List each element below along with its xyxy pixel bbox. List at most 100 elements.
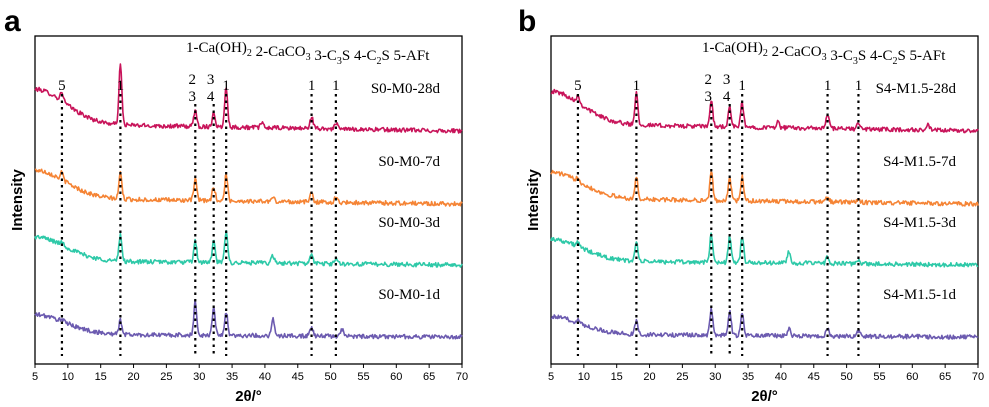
legend-number: 1 [702, 40, 710, 56]
legend-phase: AFt [922, 48, 946, 64]
x-tick-label: 50 [840, 371, 852, 383]
peak-label-part: 4 [723, 89, 731, 105]
x-tick-label: 10 [62, 371, 74, 383]
legend-phase: C [327, 48, 337, 64]
x-tick-label: 40 [775, 371, 787, 383]
plot-frame [34, 35, 463, 365]
peak-label: 1 [117, 78, 125, 94]
peak-label: 5 [58, 78, 66, 94]
x-tick-label: 25 [160, 371, 172, 383]
y-axis-title: Intensity [9, 169, 26, 231]
phase-legend: 1-Ca(OH)2 2-CaCO3 3-C3S 4-C2S 5-AFt [186, 40, 430, 67]
x-tick-label: 15 [611, 371, 623, 383]
x-axis-title: 2θ/° [751, 388, 778, 405]
legend-subscript: 3 [337, 56, 342, 67]
x-tick-label: 65 [939, 371, 951, 383]
legend-number: 1 [186, 40, 194, 56]
legend-dash: - [838, 48, 843, 64]
plot-frame [550, 35, 979, 365]
legend-number: 3 [314, 48, 322, 64]
x-tick-label: 25 [676, 371, 688, 383]
x-tick-label: 60 [390, 371, 402, 383]
legend-subscript: 3 [306, 52, 311, 63]
series-line-S4-M1.5-28d [551, 88, 979, 134]
peak-label: 1 [855, 78, 863, 94]
legend-dash: - [710, 40, 715, 56]
peak-label: 1 [738, 78, 746, 94]
legend-dash: - [263, 44, 268, 60]
legend-phase: C [882, 48, 892, 64]
series-label: S0-M0-3d [378, 215, 440, 231]
peak-label-part: 4 [207, 89, 215, 105]
legend-post: S [342, 48, 350, 64]
chart-panel-a: a5 10 15 20 25 30 35 40 45 50 55 60 65 702θ/°Intensit… [4, 5, 468, 405]
legend-number: 4 [870, 48, 878, 64]
legend-phase: Ca(OH) [715, 40, 763, 56]
series-label: S4-M1.5-28d [876, 81, 957, 97]
x-tick-label: 35 [226, 371, 238, 383]
legend-number: 2 [772, 44, 780, 60]
legend-dash: - [401, 48, 406, 64]
legend-phase: AFt [406, 48, 430, 64]
peak-label-part: 3 [207, 72, 215, 88]
legend-subscript: 3 [853, 56, 858, 67]
legend-post: S [381, 48, 389, 64]
legend-subscript: 2 [763, 48, 768, 59]
legend-subscript: 2 [892, 56, 897, 67]
panel-letter: a [4, 5, 21, 38]
phase-legend: 1-Ca(OH)2 2-CaCO3 3-C3S 4-C2S 5-AFt [702, 40, 946, 67]
x-tick-label: 50 [324, 371, 336, 383]
x-tick-label: 70 [972, 371, 984, 383]
peak-label-part: 3 [705, 89, 713, 105]
peak-label: 5 [574, 78, 582, 94]
legend-subscript: 2 [376, 56, 381, 67]
legend-subscript: 2 [247, 48, 252, 59]
peak-label: 1 [824, 78, 832, 94]
legend-dash: - [877, 48, 882, 64]
series-label: S0-M0-28d [371, 81, 441, 97]
series-label: S4-M1.5-7d [883, 154, 956, 170]
x-tick-label: 30 [709, 371, 721, 383]
peak-label: 1 [222, 78, 230, 94]
series-label: S4-M1.5-3d [883, 215, 956, 231]
chart-panel-b: b5 10 15 20 25 30 35 40 45 50 55 60 65 702θ/°Intensit… [518, 5, 984, 405]
legend-dash: - [779, 44, 784, 60]
x-tick-label: 40 [259, 371, 271, 383]
x-tick-label: 5 [32, 371, 38, 383]
legend-number: 3 [830, 48, 838, 64]
legend-number: 4 [354, 48, 362, 64]
x-tick-label: 15 [95, 371, 107, 383]
peak-label-part: 2 [705, 72, 713, 88]
x-tick-label: 60 [906, 371, 918, 383]
legend-dash: - [194, 40, 199, 56]
legend-phase: C [843, 48, 853, 64]
peak-label-part: 3 [189, 89, 197, 105]
legend-post: S [897, 48, 905, 64]
x-tick-label: 5 [548, 371, 554, 383]
series-line-S0-M0-1d [34, 298, 463, 340]
series-line-S4-M1.5-3d [550, 232, 979, 268]
x-tick-label: 30 [193, 371, 205, 383]
legend-phase: CaCO [784, 44, 822, 60]
series-label: S0-M0-1d [378, 287, 440, 303]
x-tick-label: 20 [127, 371, 139, 383]
x-tick-label: 55 [357, 371, 369, 383]
peak-label-part: 3 [723, 72, 731, 88]
y-axis-title: Intensity [525, 169, 542, 231]
x-tick-label: 65 [423, 371, 435, 383]
x-tick-label: 35 [742, 371, 754, 383]
x-tick-label: 70 [456, 371, 468, 383]
x-tick-label: 10 [578, 371, 590, 383]
legend-number: 2 [256, 44, 264, 60]
series-line-S0-M0-7d [34, 168, 463, 207]
legend-post: S [858, 48, 866, 64]
legend-phase: C [366, 48, 376, 64]
peak-label: 1 [633, 78, 641, 94]
peak-label-part: 2 [189, 72, 197, 88]
series-line-S0-M0-3d [34, 229, 463, 268]
